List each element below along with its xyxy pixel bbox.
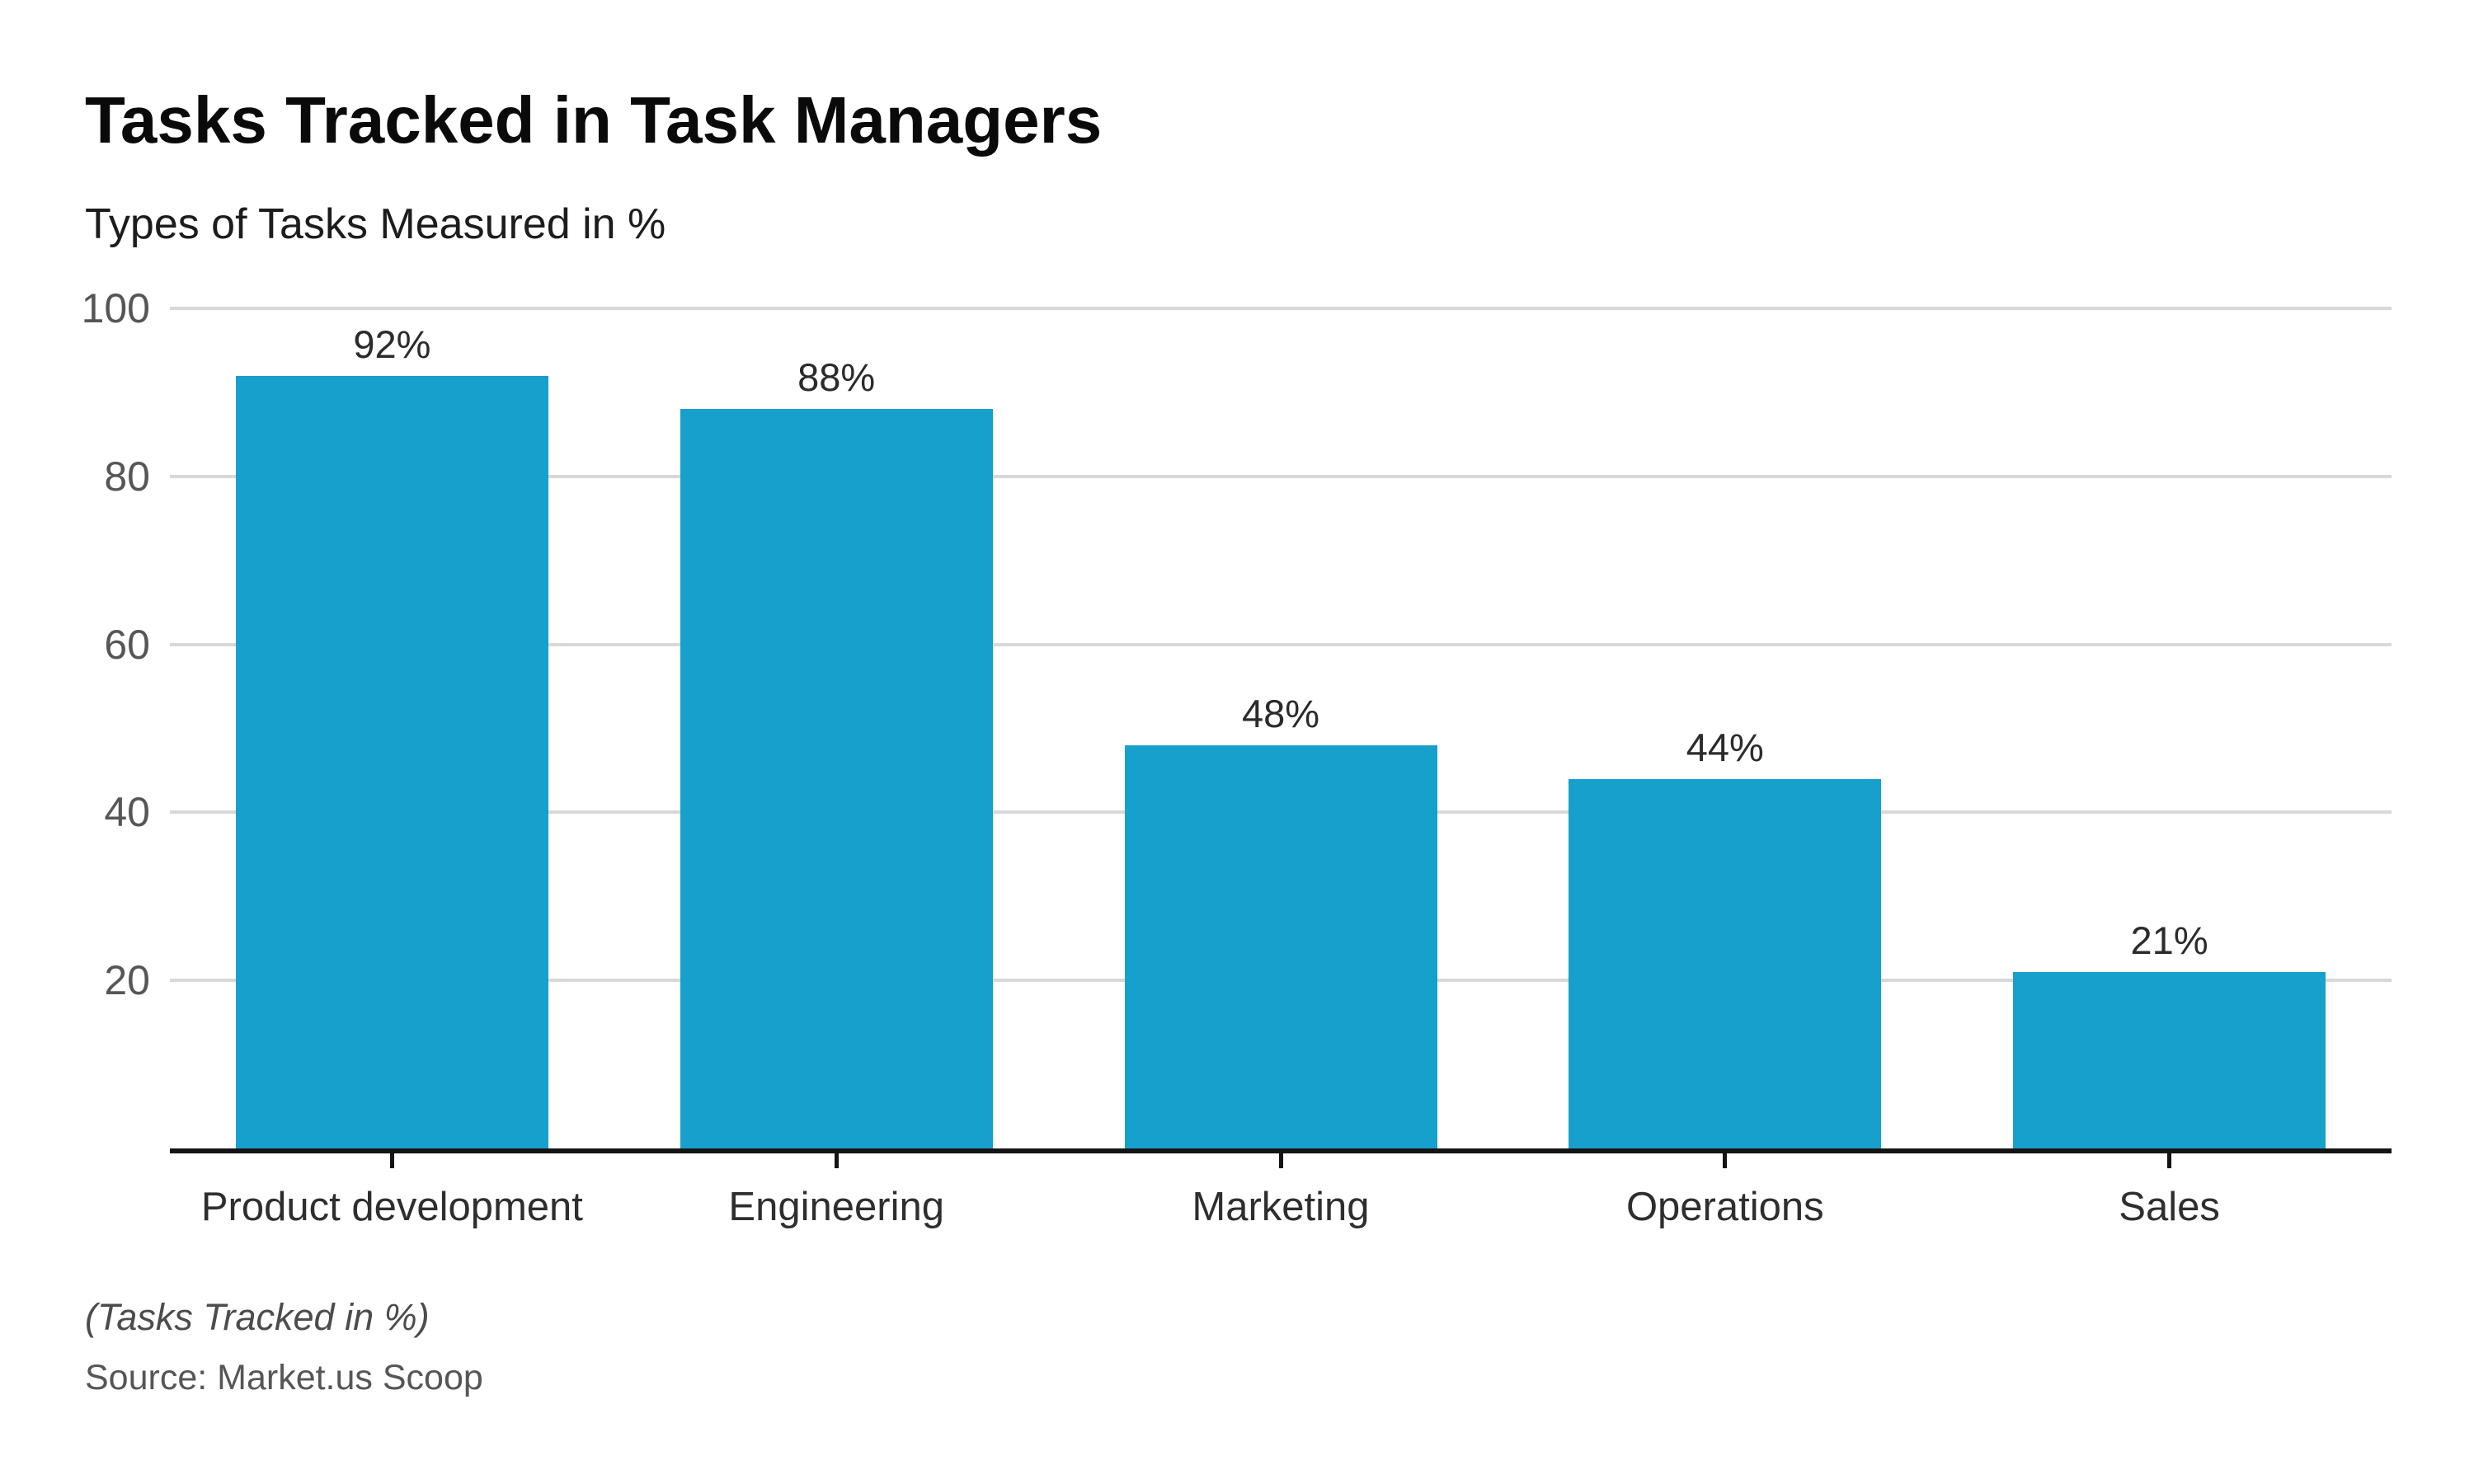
- chart-title: Tasks Tracked in Task Managers: [85, 83, 1103, 157]
- bar: [1124, 744, 1437, 1148]
- bar-value-label: 92%: [353, 322, 431, 366]
- x-tick: [2167, 1153, 2172, 1168]
- x-axis-label: Marketing: [1192, 1185, 1370, 1229]
- bar-value-label: 21%: [2130, 918, 2208, 962]
- x-axis-label: Product development: [200, 1185, 583, 1229]
- y-tick-label: 20: [104, 957, 150, 1004]
- bar: [680, 409, 993, 1148]
- y-tick-label: 60: [104, 621, 150, 668]
- bar: [2013, 972, 2326, 1148]
- y-tick-label: 40: [104, 789, 150, 836]
- gridline: [170, 474, 2392, 478]
- bar-value-label: 88%: [797, 355, 876, 400]
- gridline: [170, 307, 2392, 310]
- y-tick-label: 100: [81, 285, 150, 331]
- x-tick: [1723, 1153, 1728, 1168]
- gridline: [170, 642, 2392, 646]
- x-axis-label: Engineering: [728, 1185, 944, 1229]
- bar-value-label: 48%: [1241, 691, 1320, 735]
- x-tick: [1278, 1153, 1283, 1168]
- x-axis-label: Operations: [1625, 1185, 1824, 1229]
- chart-subtitle: Types of Tasks Measured in %: [85, 200, 666, 248]
- bar: [235, 375, 548, 1148]
- chart-footnote: (Tasks Tracked in %): [85, 1296, 430, 1338]
- x-tick: [389, 1153, 394, 1168]
- x-tick: [834, 1153, 839, 1168]
- bar: [1569, 778, 1882, 1148]
- x-axis-label: Sales: [2119, 1185, 2220, 1229]
- chart-source: Source: Market.us Scoop: [85, 1358, 483, 1397]
- y-tick-label: 80: [104, 453, 150, 500]
- bar-value-label: 44%: [1686, 725, 1764, 769]
- x-axis-line: [170, 1148, 2392, 1153]
